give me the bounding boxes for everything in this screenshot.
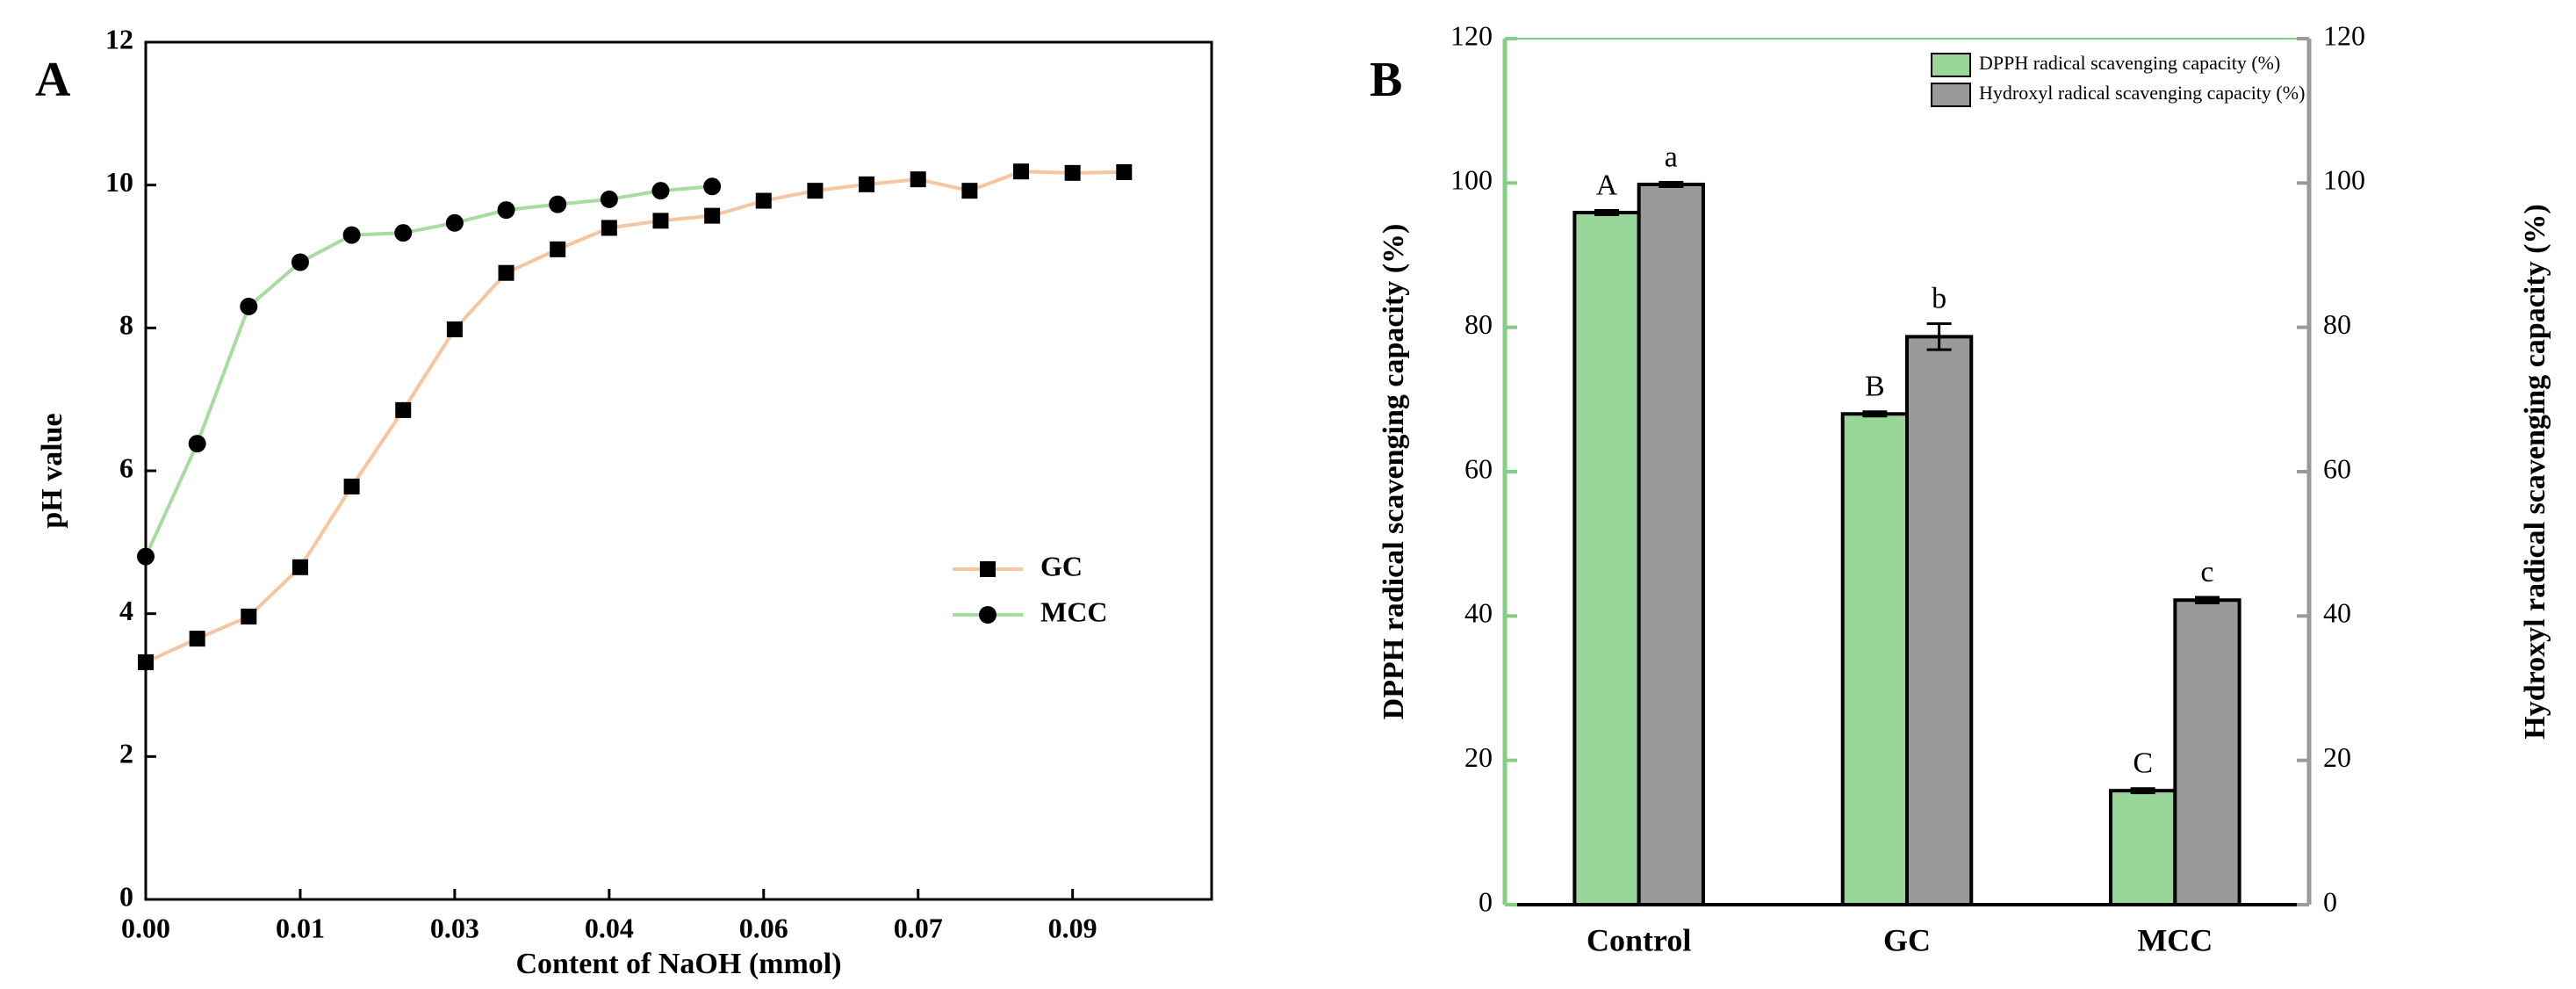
marker — [550, 241, 566, 257]
y2-tick-label: 80 — [2323, 308, 2351, 340]
x-tick-label: 0.03 — [430, 912, 479, 943]
bar — [1637, 182, 1705, 906]
marker — [600, 190, 618, 208]
marker — [755, 192, 772, 209]
legend-label: MCC — [1040, 596, 1107, 627]
y-tick-label: 10 — [105, 166, 133, 198]
y-tick-label: 0 — [119, 880, 133, 912]
y-tick-label: 120 — [1450, 19, 1493, 51]
y-tick-label: 8 — [119, 309, 133, 341]
x-tick-label: 0.06 — [739, 912, 788, 943]
significance-letter: C — [2133, 747, 2153, 780]
bar — [1840, 412, 1909, 906]
marker — [291, 559, 308, 575]
x-tick-label: GC — [1883, 922, 1931, 957]
x-tick-label: 0.07 — [894, 912, 943, 943]
error-bar — [2194, 596, 2220, 605]
y2-tick-label: 40 — [2323, 597, 2351, 629]
y-axis-label: DPPH radical scavenging capacity (%) — [1378, 224, 1410, 720]
marker — [497, 201, 515, 220]
x-tick-label: 0.09 — [1048, 912, 1097, 943]
panel-label: A — [35, 53, 71, 107]
legend-swatch — [1931, 53, 1971, 77]
bar — [2173, 598, 2241, 906]
legend-marker — [979, 606, 997, 624]
x-tick-label: Control — [1587, 922, 1691, 957]
marker — [138, 653, 154, 670]
x-tick-label: 0.00 — [121, 912, 170, 943]
y2-tick-label: 120 — [2323, 19, 2365, 51]
marker — [137, 547, 155, 566]
y-tick-label: 6 — [119, 451, 133, 483]
y-tick-label: 100 — [1450, 164, 1493, 196]
y-tick-label: 2 — [119, 738, 133, 769]
x-tick-label: MCC — [2137, 922, 2213, 957]
marker — [291, 253, 309, 271]
marker — [910, 171, 926, 188]
marker — [704, 207, 721, 224]
y-tick-label: 80 — [1464, 308, 1493, 340]
marker — [498, 264, 514, 281]
marker — [961, 183, 978, 199]
significance-letter: a — [1665, 141, 1678, 173]
x-axis-label: Content of NaOH (mmol) — [515, 948, 841, 980]
marker — [549, 195, 567, 213]
marker — [1116, 164, 1133, 181]
marker — [1064, 164, 1081, 181]
legend-marker — [980, 561, 996, 577]
marker — [395, 401, 412, 418]
error-bar — [1594, 209, 1620, 216]
error-bar — [1926, 322, 1952, 351]
y-tick-label: 20 — [1464, 741, 1493, 773]
marker — [446, 321, 463, 337]
marker — [394, 224, 413, 242]
legend-label: Hydroxyl radical scavenging capacity (%) — [1979, 82, 2305, 104]
marker — [652, 213, 669, 229]
marker — [601, 220, 617, 236]
marker — [445, 213, 464, 232]
legend-label: GC — [1040, 550, 1083, 581]
marker — [343, 478, 360, 494]
legend-label: DPPH radical scavenging capacity (%) — [1979, 52, 2280, 74]
bar — [2109, 789, 2177, 907]
y-axis-label: pH value — [36, 413, 68, 528]
y-tick-label: 40 — [1464, 597, 1493, 629]
marker — [703, 177, 722, 196]
y2-tick-label: 100 — [2323, 164, 2365, 196]
marker — [807, 183, 824, 199]
y2-axis-label: Hydroxyl radical scavenging capacity (%) — [2519, 204, 2551, 739]
marker — [859, 176, 875, 192]
marker — [188, 435, 206, 453]
y2-tick-label: 0 — [2323, 885, 2337, 917]
marker — [1013, 163, 1030, 180]
y-tick-label: 4 — [119, 595, 133, 626]
error-bar — [2130, 787, 2155, 795]
marker — [189, 631, 205, 647]
x-tick-label: 0.01 — [276, 912, 325, 943]
marker — [241, 608, 257, 624]
significance-letter: B — [1865, 371, 1885, 403]
significance-letter: A — [1596, 169, 1618, 201]
significance-letter: c — [2200, 556, 2213, 588]
error-bar — [1862, 410, 1888, 418]
x-tick-label: 0.04 — [585, 912, 634, 943]
legend-swatch — [1931, 83, 1971, 107]
y-tick-label: 12 — [105, 23, 133, 54]
marker — [240, 297, 258, 315]
y2-tick-label: 20 — [2323, 741, 2351, 773]
error-bar — [1659, 181, 1684, 188]
marker — [342, 226, 361, 244]
bar — [1572, 211, 1641, 906]
significance-letter: b — [1932, 282, 1946, 314]
series-line — [145, 170, 1125, 664]
bar — [1905, 335, 1974, 906]
marker — [651, 182, 670, 200]
y-tick-label: 60 — [1464, 452, 1493, 484]
y2-tick-label: 60 — [2323, 452, 2351, 484]
y-tick-label: 0 — [1479, 885, 1493, 917]
panel-label: B — [1370, 53, 1402, 107]
